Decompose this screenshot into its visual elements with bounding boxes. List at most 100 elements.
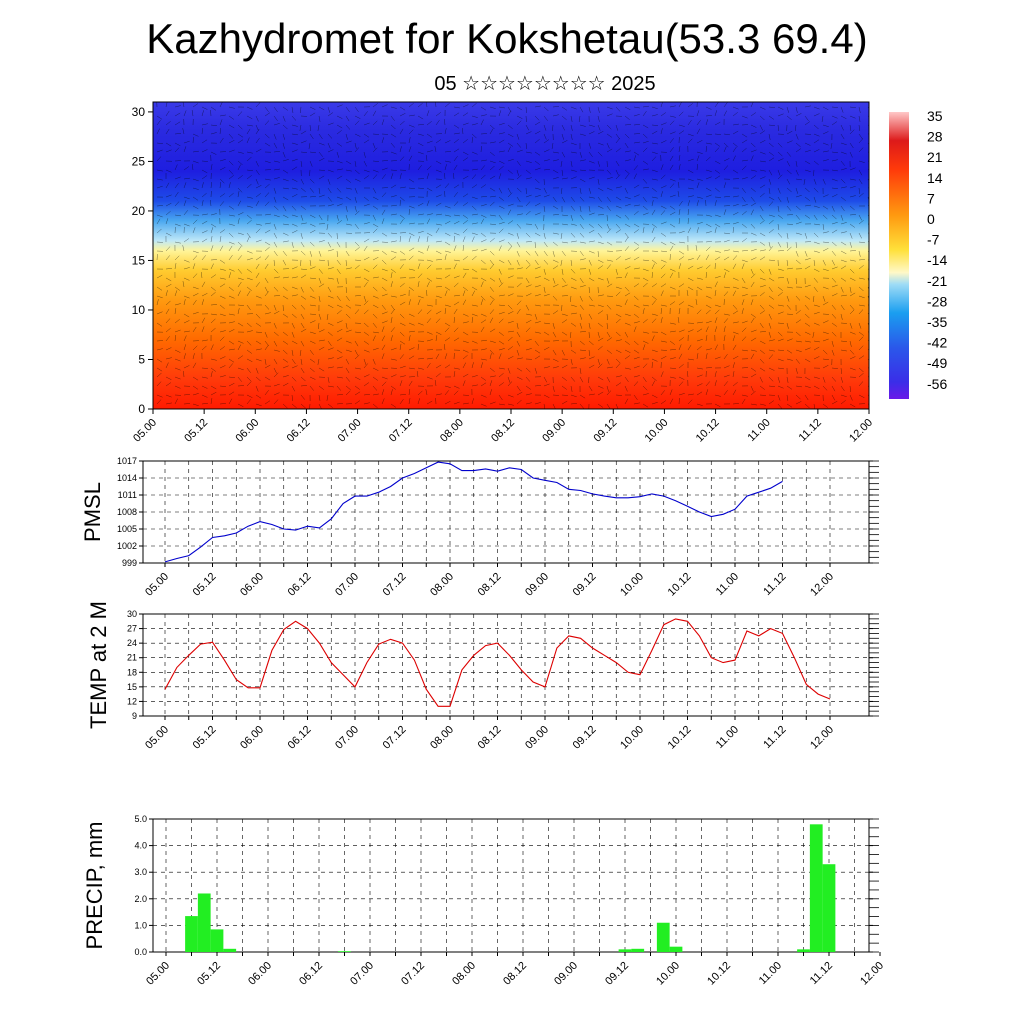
wind-barb <box>570 169 577 172</box>
wind-barb <box>417 165 422 171</box>
wind-barb <box>372 304 379 309</box>
wind-barb <box>282 286 288 292</box>
wind-barb <box>813 106 820 110</box>
wind-barb <box>282 358 289 363</box>
wind-barb <box>336 304 343 308</box>
x-tick-label: 06.00 <box>238 724 266 752</box>
wind-barb <box>363 238 370 243</box>
wind-barb <box>750 299 754 306</box>
wind-barb <box>741 308 744 315</box>
wind-barb <box>615 268 618 275</box>
wind-barb <box>741 349 748 352</box>
colorbar-label: 35 <box>927 108 943 124</box>
wind-barb <box>255 367 259 374</box>
wind-barb <box>570 124 573 131</box>
wind-barb <box>831 349 835 356</box>
wind-barb <box>291 187 298 190</box>
wind-barb <box>615 394 622 396</box>
wind-barb <box>183 365 190 369</box>
x-tick-label: 06.12 <box>297 960 325 988</box>
wind-barb <box>777 205 780 212</box>
wind-barb <box>246 175 252 180</box>
wind-barb <box>768 277 775 282</box>
wind-barb <box>174 121 181 126</box>
wind-barb <box>822 131 829 135</box>
wind-barb <box>318 115 321 122</box>
wind-barb <box>309 223 316 227</box>
wind-barb <box>309 106 316 110</box>
wind-barb <box>228 182 231 189</box>
wind-barb <box>606 228 612 234</box>
wind-barb <box>264 376 271 381</box>
wind-barb <box>750 373 757 378</box>
wind-barb <box>345 313 351 319</box>
wind-barb <box>210 164 213 171</box>
wind-barb <box>408 347 415 351</box>
wind-barb <box>399 146 402 153</box>
wind-barb <box>237 218 240 225</box>
wind-barb <box>849 367 856 371</box>
wind-barb <box>633 151 640 156</box>
wind-barb <box>633 394 638 401</box>
x-tick-label: 08.00 <box>428 571 456 599</box>
wind-barb <box>210 344 214 351</box>
wind-barb <box>444 390 449 396</box>
wind-barb <box>516 149 523 153</box>
wind-barb <box>768 354 774 360</box>
wind-barb <box>336 104 343 108</box>
wind-barb <box>417 115 424 120</box>
wind-barb <box>642 403 649 408</box>
wind-barb <box>759 115 765 121</box>
wind-barb <box>345 187 352 190</box>
x-tick-label: 11.00 <box>757 960 784 987</box>
wind-barb <box>372 385 378 391</box>
wind-barb <box>651 169 658 172</box>
wind-barb <box>471 398 474 405</box>
wind-barb <box>480 232 486 237</box>
wind-barb <box>687 209 690 216</box>
wind-barb <box>732 290 736 297</box>
wind-barb <box>444 250 451 253</box>
wind-barb <box>840 214 844 221</box>
wind-barb <box>570 304 577 307</box>
wind-barb <box>822 241 829 243</box>
wind-barb <box>561 169 564 176</box>
wind-barb <box>300 274 307 279</box>
wind-barb <box>534 121 541 126</box>
wind-barb <box>354 309 360 315</box>
wind-barb <box>534 178 540 184</box>
wind-barb <box>174 201 180 207</box>
wind-barb <box>534 285 541 288</box>
wind-barb <box>228 214 235 217</box>
wind-barb <box>273 286 279 292</box>
wind-barb <box>714 160 721 165</box>
wind-barb <box>300 140 307 144</box>
wind-barb <box>822 295 826 302</box>
wind-barb <box>444 364 451 369</box>
wind-barb <box>858 241 865 243</box>
wind-barb <box>741 367 748 369</box>
wind-barb <box>750 367 757 372</box>
wind-barb <box>345 367 350 374</box>
wind-barb <box>417 367 424 370</box>
wind-barb <box>750 273 756 279</box>
wind-barb <box>372 295 379 299</box>
wind-barb <box>606 331 611 338</box>
wind-barb <box>489 128 494 135</box>
wind-barb <box>336 403 343 405</box>
wind-barb <box>687 218 689 225</box>
wind-barb <box>417 102 423 108</box>
wind-barb <box>705 194 712 198</box>
wind-barb <box>849 268 855 274</box>
wind-barb <box>462 349 469 353</box>
wind-barb <box>489 141 496 144</box>
colorbar-label: 14 <box>927 170 943 186</box>
wind-barb <box>606 223 610 230</box>
wind-barb <box>354 169 360 175</box>
wind-barb <box>732 344 737 351</box>
wind-barb <box>273 295 280 297</box>
wind-barb <box>201 139 208 144</box>
wind-barb <box>516 259 520 266</box>
wind-barb <box>210 358 217 361</box>
wind-barb <box>228 295 235 299</box>
